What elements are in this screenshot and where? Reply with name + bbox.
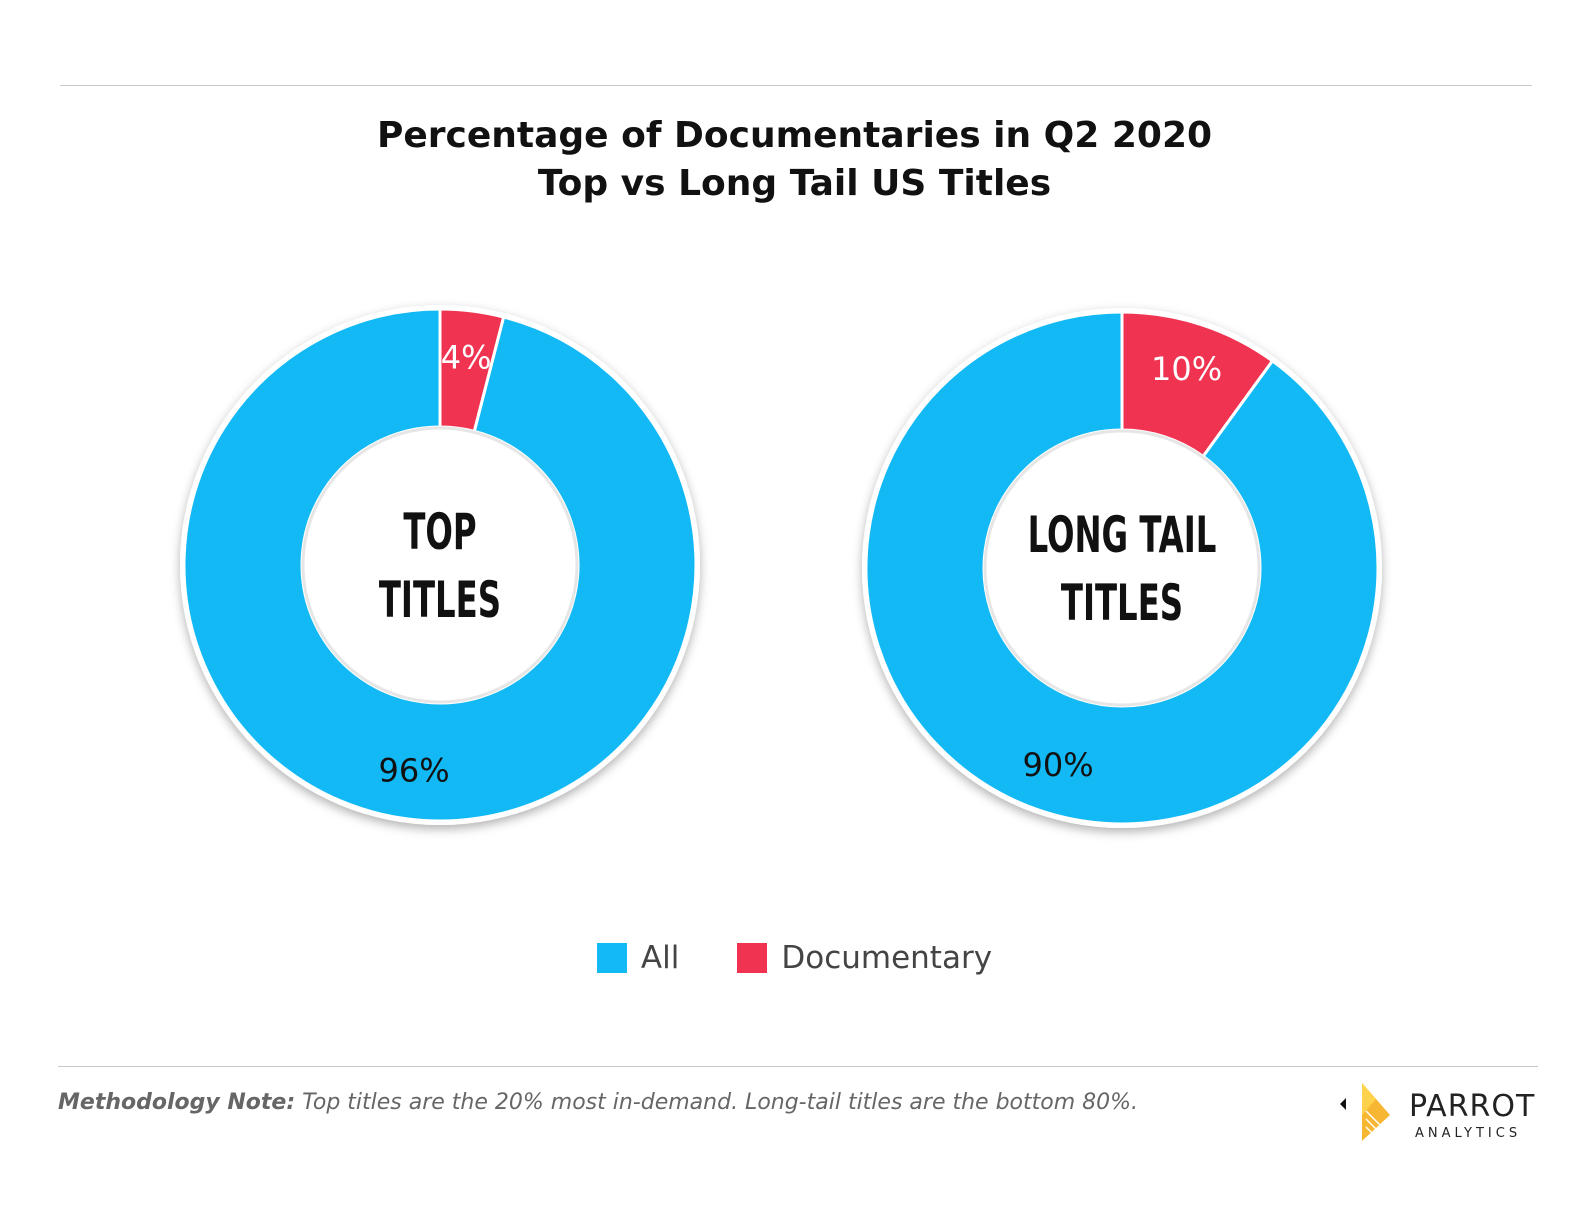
methodology-note-label: Methodology Note: (58, 1090, 296, 1115)
legend: All Documentary (0, 940, 1589, 976)
top-divider (60, 85, 1532, 86)
donut-long-tail-titles: 10% 90% LONG TAIL TITLES (862, 308, 1382, 828)
chart-title-block: Percentage of Documentaries in Q2 2020 T… (0, 112, 1589, 208)
donut-charts: 4% 96% TOP TITLES 10% 90% LONG TAIL TITLES (180, 305, 1382, 828)
slice-label-all: 96% (378, 751, 449, 789)
logo-wordmark: PARROT (1409, 1089, 1536, 1124)
legend-swatch-all (596, 943, 627, 973)
legend-item-all: All (596, 940, 680, 976)
donut-hole (983, 429, 1261, 707)
legend-label-all: All (640, 940, 680, 976)
methodology-note: Methodology Note: Top titles are the 20%… (58, 1090, 1138, 1115)
chart-subtitle: Top vs Long Tail US Titles (537, 163, 1052, 204)
donut-center-label: LONG TAIL (1028, 507, 1217, 564)
legend-item-documentary: Documentary (737, 940, 992, 976)
parrot-logo-icon (1340, 1083, 1390, 1141)
donut-center-label: TOP (403, 504, 476, 561)
bottom-divider (58, 1066, 1538, 1067)
donut-center-label: TITLES (1061, 575, 1183, 632)
slice-label-all: 90% (1022, 746, 1093, 784)
slice-label-documentary: 10% (1151, 350, 1222, 388)
methodology-note-text: Top titles are the 20% most in-demand. L… (295, 1090, 1139, 1115)
logo-subtitle: ANALYTICS (1415, 1126, 1522, 1141)
donut-top-titles: 4% 96% TOP TITLES (180, 305, 700, 825)
parrot-analytics-logo: PARROT ANALYTICS (1336, 1083, 1546, 1153)
slice-label-documentary: 4% (441, 339, 492, 377)
donut-hole (301, 426, 579, 704)
chart-title: Percentage of Documentaries in Q2 2020 (376, 115, 1213, 156)
legend-label-documentary: Documentary (781, 940, 993, 976)
legend-swatch-documentary (737, 943, 768, 973)
donut-center-label: TITLES (379, 572, 501, 629)
